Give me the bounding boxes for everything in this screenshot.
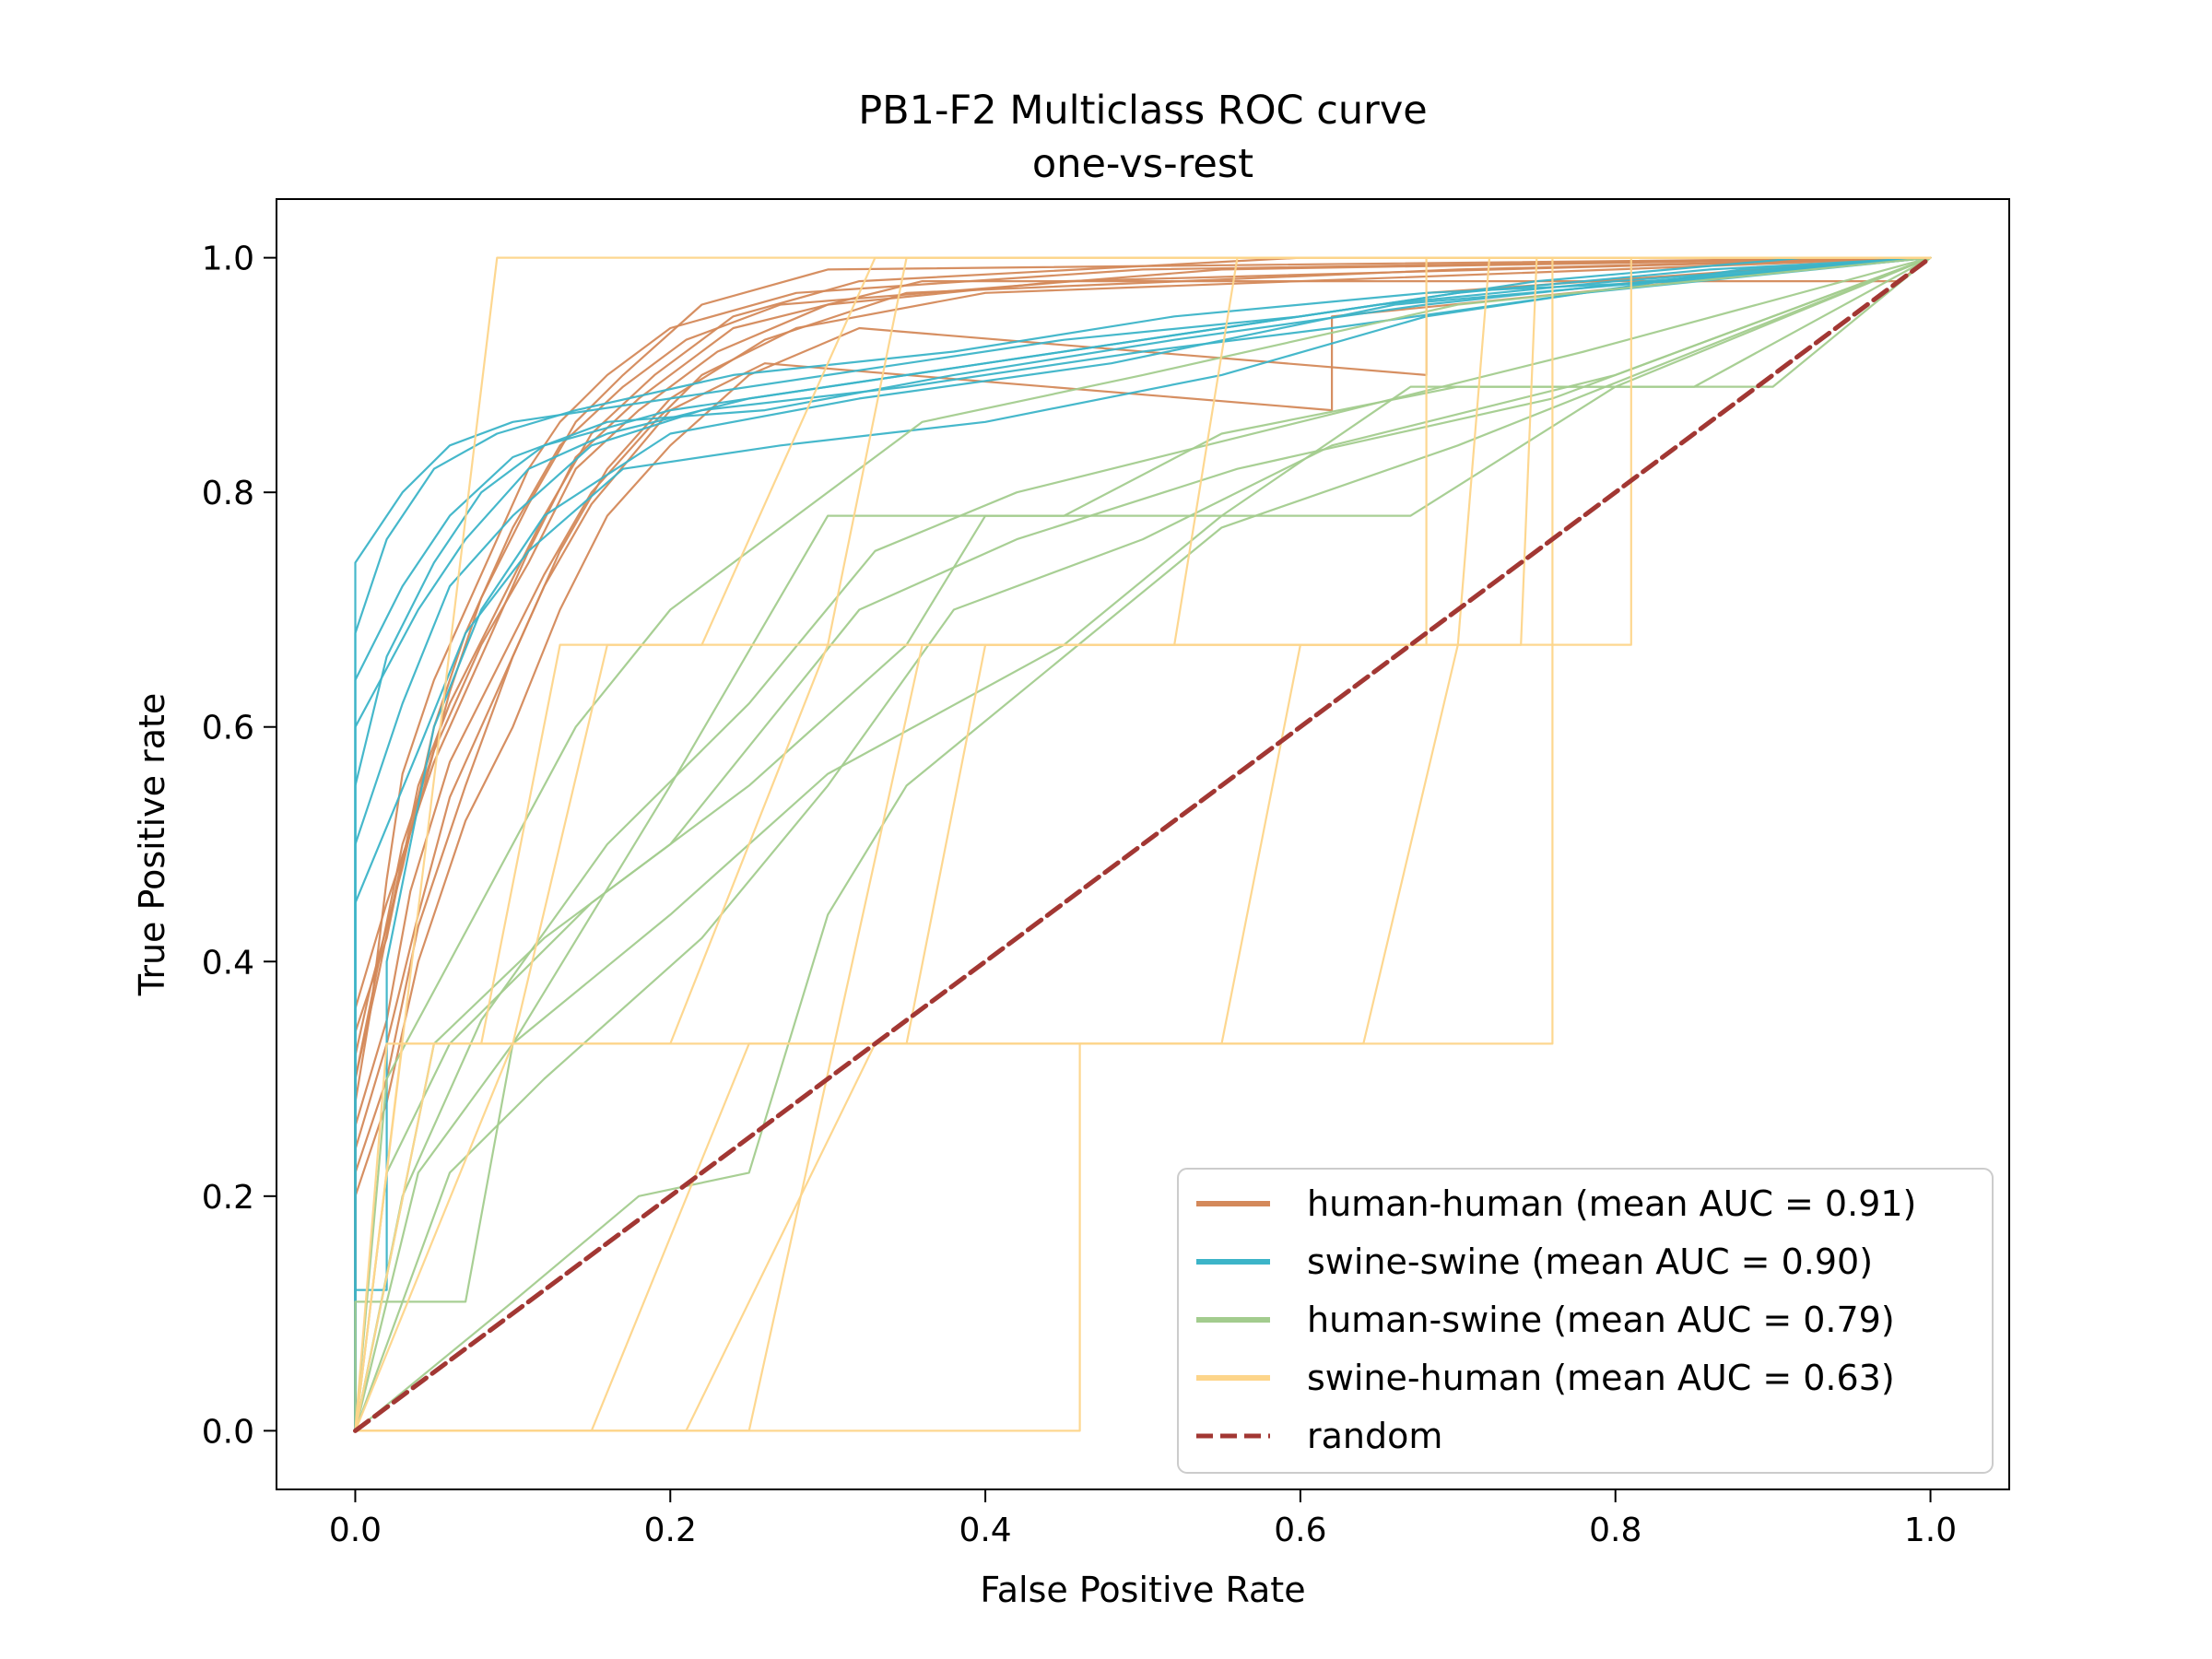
series-2 [354, 256, 1932, 1432]
legend-label-2: human-swine (mean AUC = 0.79) [1307, 1300, 1895, 1340]
legend-box [1177, 1168, 1994, 1474]
x-axis-ticks: 0.0 0.2 0.4 0.6 0.8 1.0 [329, 1489, 1957, 1549]
series-2-curve-3 [354, 256, 1932, 1432]
plot-frame [276, 198, 2010, 1490]
y-tick-label: 0.6 [202, 710, 254, 747]
x-tick-label: 0.4 [959, 1512, 1011, 1549]
x-axis-label: False Positive Rate [980, 1570, 1305, 1610]
series-4-curve-0 [353, 255, 1933, 1433]
y-axis-label: True Positive rate [132, 693, 172, 997]
series-3-curve-7 [354, 256, 1932, 1432]
legend-label-1: swine-swine (mean AUC = 0.90) [1307, 1241, 1873, 1282]
legend-label-0: human-human (mean AUC = 0.91) [1307, 1183, 1916, 1224]
series-0-curve-7 [354, 256, 1932, 1432]
legend-label-4: random [1307, 1416, 1442, 1456]
series-1-curve-6 [354, 256, 1932, 1432]
y-tick-label: 0.2 [202, 1179, 254, 1217]
series-3-curve-5 [354, 256, 1932, 1432]
legend: human-human (mean AUC = 0.91) swine-swine… [1177, 1168, 1994, 1474]
chart-title: PB1-F2 Multiclass ROC curve [858, 88, 1427, 134]
legend-label-3: swine-human (mean AUC = 0.63) [1307, 1358, 1895, 1398]
y-tick-label: 0.0 [202, 1413, 254, 1451]
x-tick-label: 0.0 [329, 1512, 382, 1549]
series-1-curve-3 [354, 256, 1932, 1432]
series-1-curve-4 [354, 256, 1932, 1432]
x-tick-label: 1.0 [1904, 1512, 1957, 1549]
roc-curves [353, 255, 1933, 1433]
series-4 [353, 255, 1933, 1433]
x-tick-label: 0.2 [644, 1512, 697, 1549]
series-2-curve-2 [354, 256, 1932, 1432]
series-1-curve-0 [354, 256, 1932, 1432]
series-2-curve-7 [354, 256, 1932, 1432]
x-tick-label: 0.8 [1589, 1512, 1641, 1549]
series-1-curve-7 [354, 256, 1932, 1432]
y-tick-label: 0.8 [202, 475, 254, 512]
series-3 [354, 256, 1932, 1432]
x-tick-label: 0.6 [1274, 1512, 1326, 1549]
series-1 [354, 256, 1932, 1432]
series-2-curve-4 [354, 256, 1932, 1432]
y-axis-ticks: 0.0 0.2 0.4 0.6 0.8 1.0 [202, 241, 276, 1451]
series-1-curve-5 [354, 256, 1932, 1432]
y-tick-label: 0.4 [202, 944, 254, 982]
series-3-curve-8 [354, 256, 1932, 1432]
chart-subtitle: one-vs-rest [1032, 141, 1253, 187]
y-tick-label: 1.0 [202, 241, 254, 278]
series-2-curve-5 [354, 256, 1932, 1432]
series-2-curve-6 [354, 256, 1932, 1432]
series-0-curve-5 [354, 256, 1932, 1432]
